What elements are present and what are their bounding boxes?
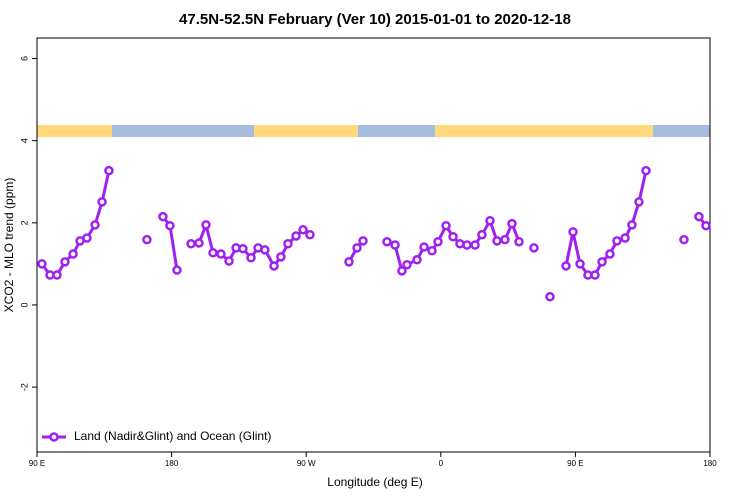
point bbox=[397, 266, 407, 276]
point bbox=[246, 252, 256, 263]
point bbox=[37, 259, 47, 269]
y-tick-label: 6 bbox=[19, 56, 29, 61]
point bbox=[344, 257, 354, 267]
x-tick-label: 180 bbox=[165, 459, 179, 468]
y-tick-label: 4 bbox=[19, 138, 29, 143]
chart-title: 47.5N-52.5N February (Ver 10) 2015-01-01… bbox=[179, 11, 571, 28]
legend-label: Land (Nadir&Glint) and Ocean (Glint) bbox=[74, 429, 271, 443]
point bbox=[382, 236, 392, 247]
point bbox=[620, 233, 630, 243]
point bbox=[352, 243, 362, 253]
point bbox=[627, 220, 637, 230]
point bbox=[260, 245, 270, 255]
point bbox=[104, 165, 114, 176]
point bbox=[269, 261, 279, 271]
point bbox=[291, 231, 301, 241]
y-axis-label: XCO2 - MLO trend (ppm) bbox=[2, 178, 16, 313]
point bbox=[238, 243, 248, 254]
x-tick-label: 180 bbox=[703, 459, 717, 468]
point bbox=[485, 216, 495, 226]
point bbox=[402, 259, 412, 270]
plot-frame bbox=[36, 37, 711, 453]
x-axis-label: Longitude (deg E) bbox=[327, 475, 422, 489]
point bbox=[634, 197, 644, 207]
land bbox=[254, 125, 358, 137]
point bbox=[612, 236, 622, 246]
y-tick-label: -2 bbox=[19, 383, 29, 391]
point bbox=[441, 220, 451, 231]
point bbox=[224, 256, 234, 266]
x-tick-label: 90 W bbox=[297, 459, 316, 468]
point bbox=[305, 229, 315, 240]
point bbox=[568, 227, 578, 237]
x-tick-label: 90 E bbox=[29, 459, 45, 468]
point bbox=[500, 234, 510, 245]
point bbox=[208, 248, 218, 258]
point bbox=[158, 211, 168, 222]
point bbox=[605, 249, 615, 259]
point bbox=[82, 233, 92, 243]
point bbox=[597, 257, 607, 267]
point bbox=[462, 240, 472, 250]
point bbox=[470, 240, 480, 250]
point bbox=[186, 239, 196, 249]
ocean bbox=[358, 125, 435, 137]
land bbox=[37, 125, 112, 137]
y-tick-label: 0 bbox=[19, 302, 29, 307]
point bbox=[477, 229, 487, 240]
point bbox=[412, 255, 422, 265]
ocean bbox=[653, 125, 710, 137]
point bbox=[545, 292, 555, 302]
point bbox=[529, 243, 539, 253]
point bbox=[419, 242, 429, 252]
point bbox=[194, 238, 204, 248]
point bbox=[298, 225, 308, 235]
point bbox=[358, 236, 368, 246]
point bbox=[283, 239, 293, 249]
point bbox=[433, 236, 443, 247]
land-ocean-strip bbox=[37, 125, 710, 137]
point bbox=[276, 252, 286, 262]
point bbox=[52, 270, 62, 280]
y-tick-label: 2 bbox=[19, 220, 29, 225]
point bbox=[142, 234, 152, 245]
point bbox=[507, 218, 517, 229]
point bbox=[590, 270, 600, 280]
ocean bbox=[112, 125, 254, 137]
point bbox=[90, 220, 100, 230]
legend-marker bbox=[49, 432, 59, 442]
point bbox=[68, 249, 78, 259]
x-tick-label: 0 bbox=[439, 459, 444, 468]
point bbox=[165, 220, 175, 231]
point bbox=[641, 165, 651, 176]
point bbox=[492, 236, 502, 246]
point bbox=[575, 259, 585, 269]
x-tick-label: 90 E bbox=[567, 459, 583, 468]
point bbox=[201, 220, 211, 230]
point bbox=[427, 246, 437, 256]
point bbox=[561, 261, 571, 271]
point bbox=[701, 220, 711, 231]
point bbox=[679, 234, 689, 245]
point bbox=[694, 211, 704, 222]
point bbox=[390, 240, 400, 250]
point bbox=[216, 249, 226, 259]
point bbox=[448, 232, 458, 242]
point bbox=[172, 265, 182, 275]
point bbox=[60, 257, 70, 267]
point bbox=[97, 197, 107, 207]
point bbox=[514, 236, 524, 247]
land bbox=[435, 125, 653, 137]
